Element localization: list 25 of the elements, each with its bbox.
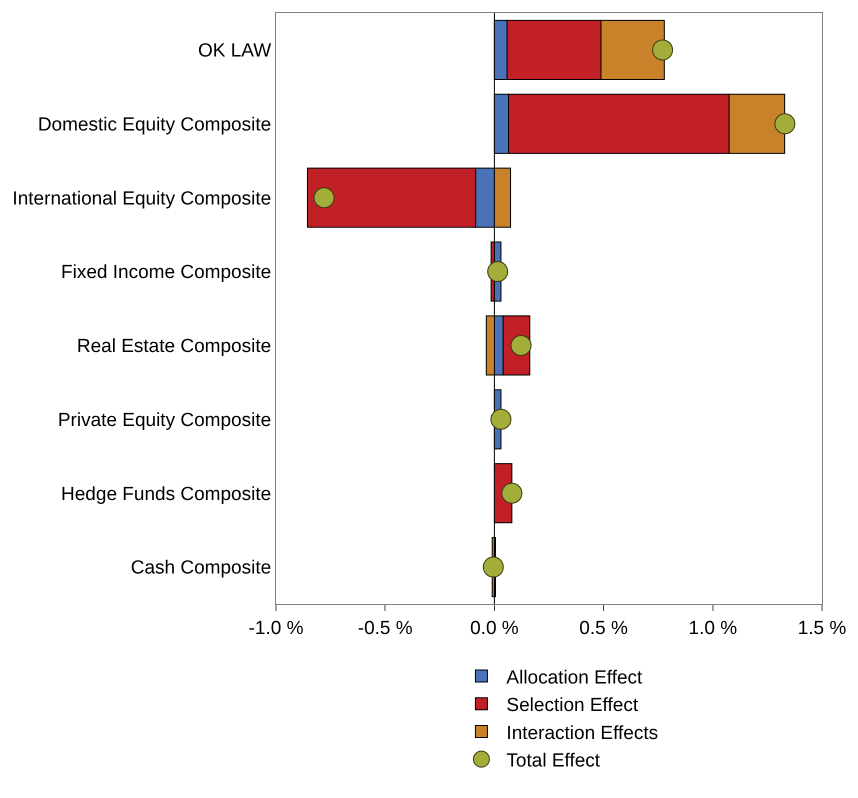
- point: [490, 408, 512, 430]
- point: [652, 39, 674, 60]
- y-tick-label: Domestic Equity Composite: [38, 114, 272, 136]
- point: [487, 261, 508, 282]
- x-tick-label: -0.5 %: [358, 618, 413, 639]
- x-tick-label: 1.5 %: [798, 618, 846, 639]
- y-tick-label: Fixed Income Composite: [61, 262, 272, 284]
- point: [501, 482, 522, 504]
- y-tick-label: OK LAW: [198, 40, 272, 62]
- y-tick-label: Real Estate Composite: [76, 336, 272, 358]
- x-tick-label: 0.0 %: [470, 618, 519, 639]
- y-tick-label: Hedge Funds Composite: [61, 484, 272, 505]
- x-tick-label: 0.5 %: [579, 618, 628, 639]
- y-tick-label: Private Equity Composite: [58, 410, 272, 431]
- legend-label: Allocation Effect: [506, 667, 644, 688]
- x-tick-label: 1.0 %: [688, 618, 738, 639]
- point: [314, 187, 335, 208]
- legend-label: Total Effect: [506, 750, 601, 772]
- point: [482, 556, 504, 578]
- y-tick-label: International Equity Composite: [12, 188, 272, 210]
- x-tick-label: -1.0 %: [248, 618, 304, 639]
- legend-label: Selection Effect: [506, 695, 639, 716]
- legend-label: Interaction Effects: [506, 722, 658, 744]
- y-tick-label: Cash Composite: [130, 558, 272, 579]
- point: [774, 113, 796, 134]
